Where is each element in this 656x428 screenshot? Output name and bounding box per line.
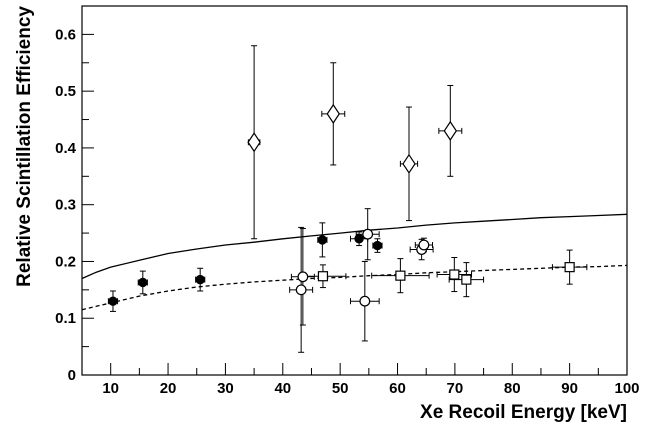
axis-tick-labels: 10 20 30 40 50 60 70 80 90 100 0 0.1 0.2 0.3 0.4 0.5 0.6 — [55, 26, 639, 397]
x-tick-label: 70 — [447, 380, 464, 397]
open-circle-point — [418, 239, 430, 251]
x-tick-label: 10 — [102, 380, 119, 397]
filled-circle-point — [195, 274, 205, 285]
open-square-point — [564, 262, 575, 273]
filled-circle-point — [108, 296, 118, 306]
x-tick-label: 90 — [561, 380, 578, 397]
open-square-point — [317, 271, 329, 282]
open-diamond-point — [402, 153, 416, 174]
open-diamond-point — [326, 103, 340, 124]
y-tick-label: 0.6 — [55, 26, 76, 43]
solid-model-curve — [81, 213, 628, 280]
x-tick-label: 50 — [332, 380, 349, 397]
open-circle-point — [362, 228, 374, 240]
open-square-point — [461, 274, 472, 285]
x-tick-label: 40 — [274, 380, 291, 397]
dashed-model-curve — [81, 264, 628, 311]
y-tick-label: 0 — [68, 367, 76, 384]
open-circle-point — [359, 295, 371, 307]
y-tick-label: 0.4 — [55, 140, 77, 157]
y-tick-label: 0.1 — [55, 310, 76, 327]
filled-circle-point — [317, 235, 328, 245]
error-bars — [107, 45, 588, 353]
open-square-point — [449, 269, 460, 280]
x-tick-label: 80 — [504, 380, 521, 397]
y-tick-label: 0.2 — [55, 253, 76, 270]
x-tick-label: 30 — [217, 380, 234, 397]
y-tick-label: 0.3 — [55, 197, 76, 214]
filled-circle-point — [354, 234, 364, 244]
x-tick-label: 100 — [614, 380, 639, 397]
axis-ticks — [81, 5, 628, 376]
filled-circle-point — [138, 277, 148, 288]
open-circle-point — [297, 271, 309, 283]
y-axis-title: Relative Scintillation Efficiency — [14, 6, 35, 287]
model-curves — [81, 213, 628, 311]
open-diamond-point — [247, 132, 261, 153]
x-tick-label: 60 — [389, 380, 406, 397]
x-tick-label: 20 — [160, 380, 177, 397]
y-tick-label: 0.5 — [55, 83, 76, 100]
open-square-point — [395, 270, 406, 281]
filled-circle-point — [372, 240, 383, 251]
data-markers — [108, 103, 575, 307]
x-axis-title: Xe Recoil Energy [keV] — [420, 402, 627, 423]
open-diamond-point — [443, 120, 458, 141]
open-circle-point — [295, 284, 307, 296]
plot-frame — [81, 5, 628, 376]
